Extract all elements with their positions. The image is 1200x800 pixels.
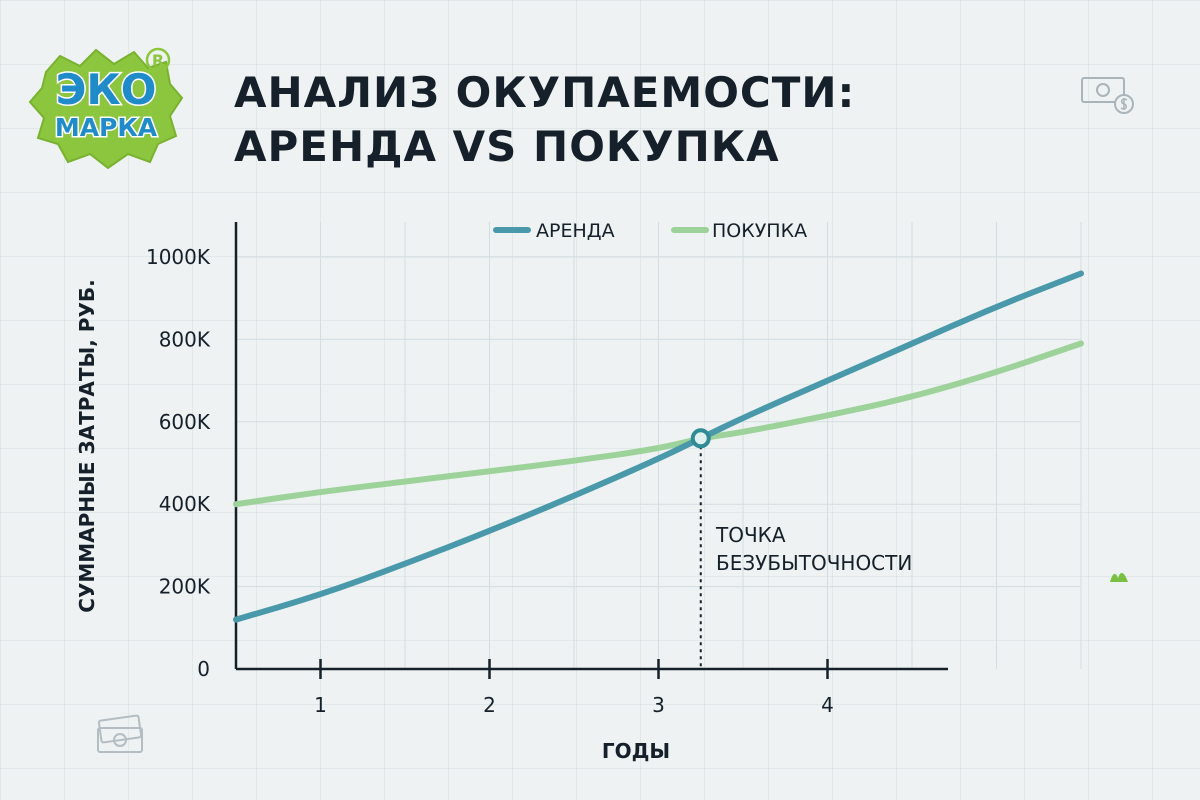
breakeven-label-line2: БЕЗУБЫТОЧНОСТИ <box>716 551 912 575</box>
x-tick-label: 2 <box>483 693 496 717</box>
y-tick-label: 1000K <box>146 245 211 269</box>
logo-registered-mark <box>145 47 171 73</box>
legend-label-rent: АРЕНДА <box>536 220 615 242</box>
page-title-line1: АНАЛИЗ ОКУПАЕМОСТИ: <box>234 68 856 117</box>
logo-text-marka: МАРКА <box>55 113 158 142</box>
eco-marka-logo: ЭКО МАРКА R <box>24 38 184 170</box>
y-tick-label: 800K <box>159 327 211 351</box>
page-title-line2: АРЕНДА VS ПОКУПКА <box>234 122 780 171</box>
logo-stamp-shape <box>28 48 184 170</box>
breakeven-point <box>690 428 711 449</box>
x-axis-label: ГОДЫ <box>602 739 670 763</box>
x-tick-label: 3 <box>652 693 665 717</box>
series-line-rent <box>233 270 1084 623</box>
y-tick-label: 400K <box>159 492 211 516</box>
logo-registered-letter: R <box>152 51 164 70</box>
y-axis-label: СУММАРНЫЕ ЗАТРАТЫ, РУБ. <box>75 279 99 612</box>
leaf-icon <box>1096 564 1130 584</box>
series-line-buy <box>233 340 1084 508</box>
chart-series <box>233 270 1084 623</box>
x-tick-label: 4 <box>821 693 834 717</box>
breakeven-label-line1: ТОЧКА <box>715 523 786 547</box>
money-stack-icon <box>90 712 150 758</box>
page-title: АНАЛИЗ ОКУПАЕМОСТИ: АРЕНДА VS ПОКУПКА <box>234 66 994 174</box>
legend-label-buy: ПОКУПКА <box>712 220 807 242</box>
logo-text-eko: ЭКО <box>56 65 157 114</box>
chart-legend: АРЕНДА ПОКУПКА <box>493 220 807 242</box>
y-tick-label: 600K <box>159 410 211 434</box>
y-tick-label: 0 <box>197 657 210 681</box>
axis-ticks: 0 200K 400K 600K 800K 1000K 1 2 3 4 <box>146 245 834 717</box>
y-tick-label: 200K <box>159 575 211 599</box>
x-tick-label: 1 <box>314 693 327 717</box>
money-icon <box>1078 72 1140 116</box>
